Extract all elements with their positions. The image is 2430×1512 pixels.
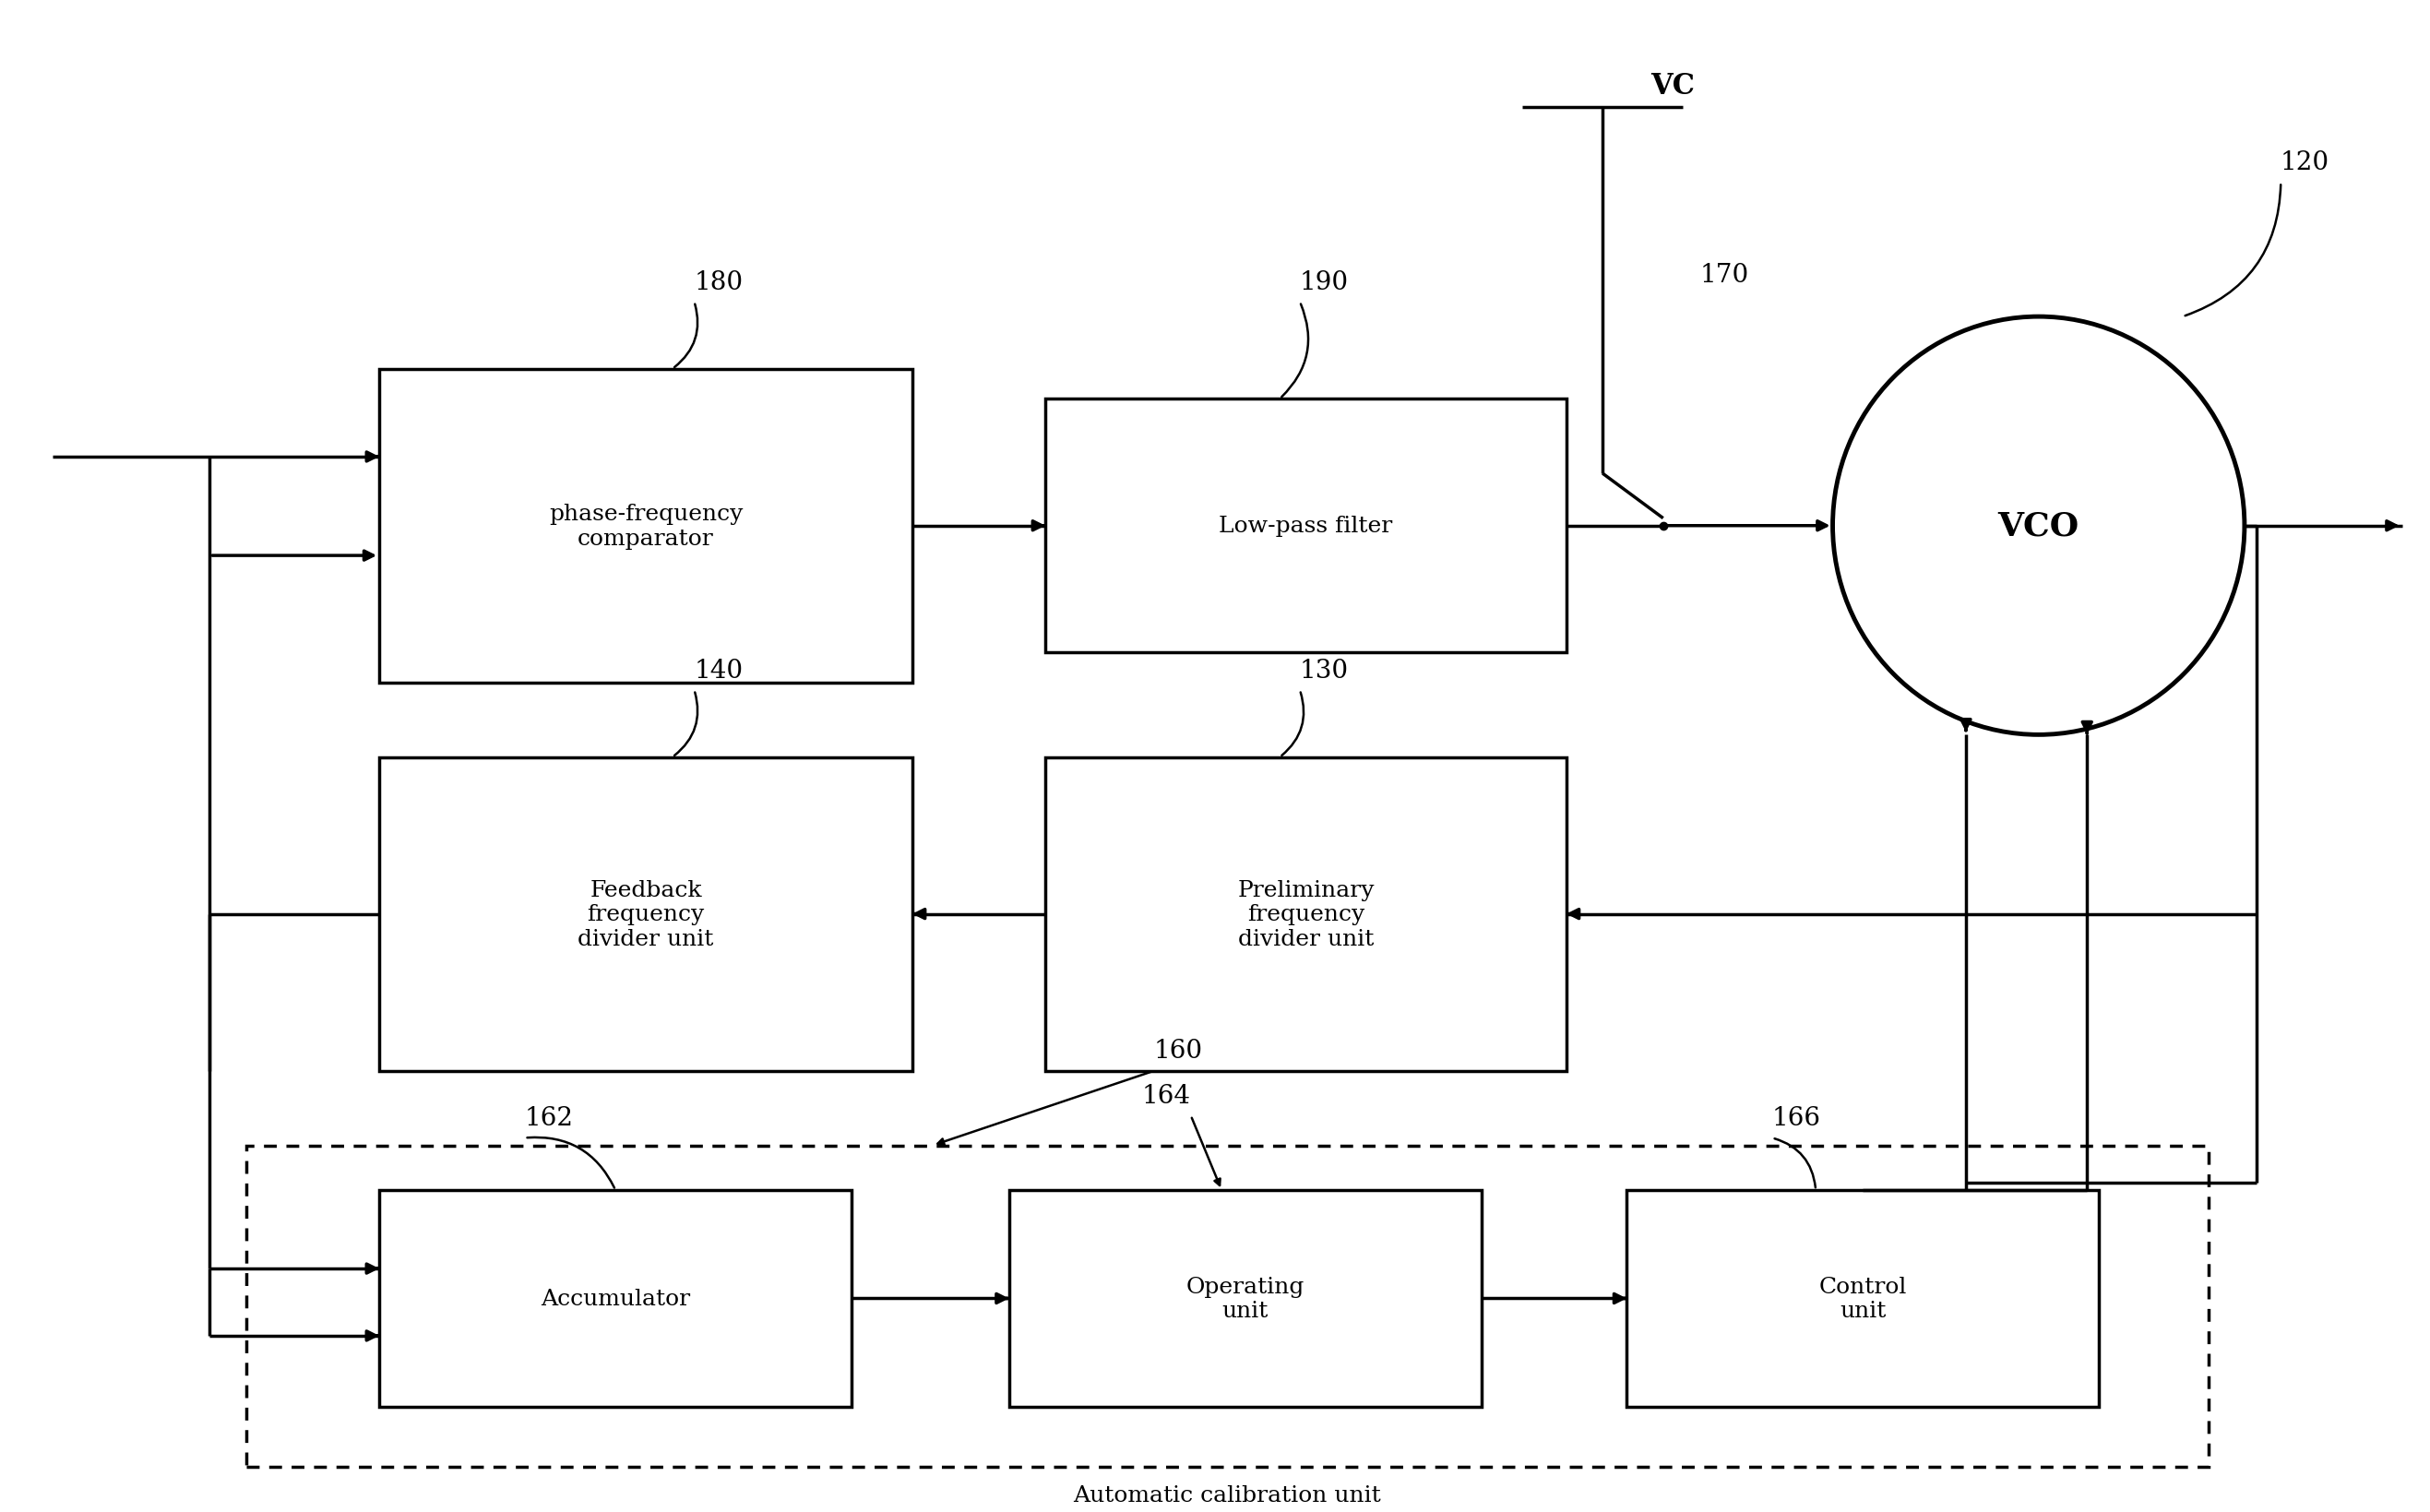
Text: 130: 130	[1300, 658, 1349, 683]
Bar	[379, 1190, 850, 1406]
Text: 140: 140	[695, 658, 744, 683]
Text: Operating
unit: Operating unit	[1186, 1276, 1305, 1321]
Bar	[1045, 758, 1567, 1070]
Text: VC: VC	[1650, 73, 1696, 101]
Bar	[379, 758, 911, 1070]
Text: 160: 160	[1154, 1039, 1203, 1063]
Text: phase-frequency
comparator: phase-frequency comparator	[549, 503, 744, 549]
Text: 190: 190	[1300, 271, 1349, 295]
Text: Low-pass filter: Low-pass filter	[1220, 516, 1392, 537]
Text: 120: 120	[2279, 151, 2330, 175]
Bar	[245, 1146, 2209, 1467]
Bar	[1045, 399, 1567, 653]
Text: 162: 162	[525, 1105, 573, 1131]
Text: Feedback
frequency
divider unit: Feedback frequency divider unit	[578, 878, 714, 950]
Text: Preliminary
frequency
divider unit: Preliminary frequency divider unit	[1237, 878, 1375, 950]
Text: Automatic calibration unit: Automatic calibration unit	[1074, 1485, 1380, 1506]
Text: VCO: VCO	[1997, 511, 2080, 541]
Bar	[1008, 1190, 1482, 1406]
Text: 164: 164	[1142, 1083, 1191, 1108]
Text: Accumulator: Accumulator	[542, 1288, 690, 1309]
Ellipse shape	[1832, 318, 2245, 735]
Bar	[379, 369, 911, 683]
Text: 166: 166	[1771, 1105, 1820, 1131]
Text: 180: 180	[695, 271, 744, 295]
Text: Control
unit: Control unit	[1820, 1276, 1908, 1321]
Text: 170: 170	[1699, 263, 1750, 287]
Bar	[1626, 1190, 2100, 1406]
